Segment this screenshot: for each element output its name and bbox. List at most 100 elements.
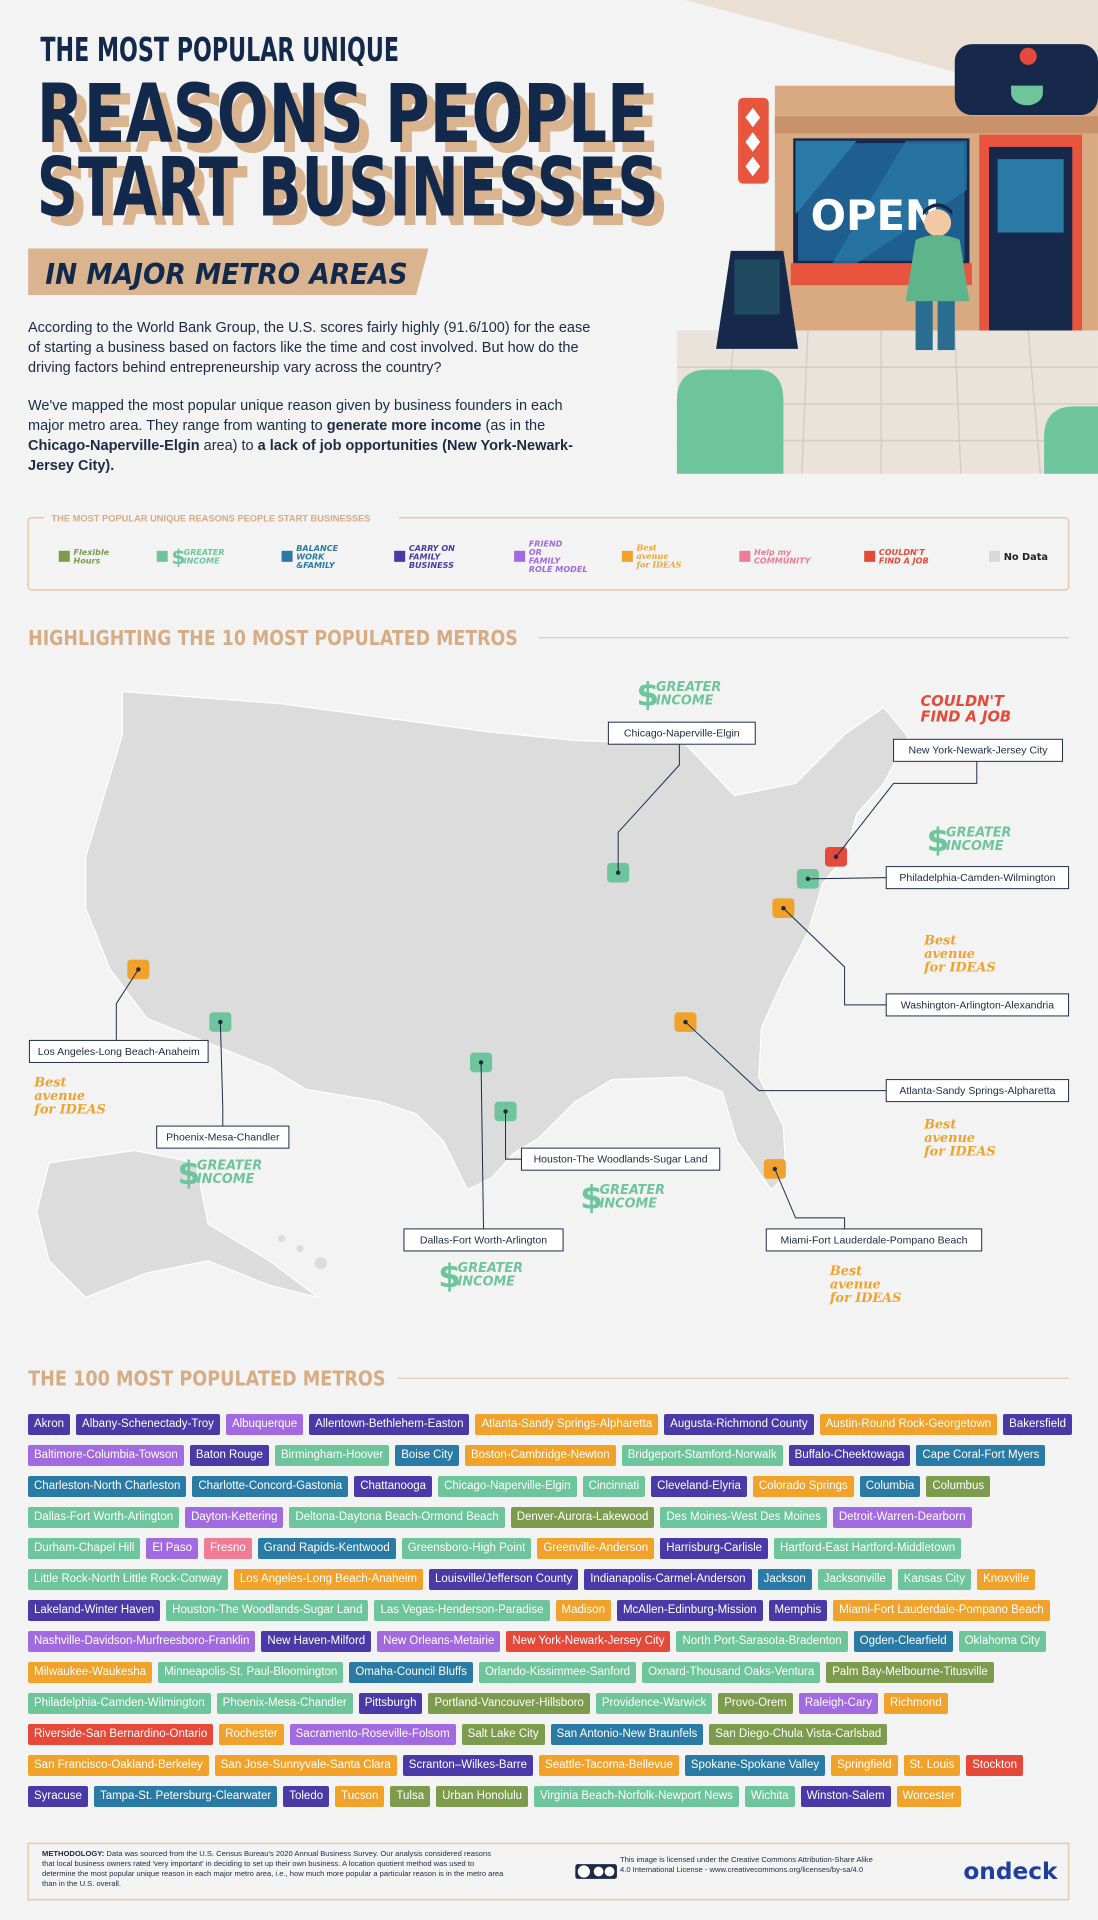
metro-tag: Chattanooga — [354, 1476, 433, 1497]
reason-text: FIND A JOB — [920, 709, 1011, 726]
cc-icon — [575, 1864, 617, 1879]
subtitle: IN MAJOR METRO AREAS — [45, 258, 407, 291]
leader-line — [505, 1111, 522, 1160]
reason-text: for IDEAS — [829, 1291, 902, 1306]
leader-line — [774, 1168, 846, 1229]
callout-box — [885, 866, 1070, 890]
title-line: START BUSINESSES — [37, 141, 659, 235]
shop-illustration: OPEN — [676, 44, 1098, 474]
metro-tag: Houston-The Woodlands-Sugar Land — [166, 1600, 369, 1621]
leader-line — [835, 761, 978, 858]
reason-symbol: $ — [438, 1257, 461, 1295]
intro-paragraph: We've mapped the most popular unique rea… — [28, 396, 598, 476]
reason-text: WORK — [296, 552, 325, 561]
metro-tag: Boise City — [395, 1445, 459, 1466]
reason-text: GREATER — [600, 1183, 665, 1198]
methodology: METHODOLOGY: Data was sourced from the U… — [42, 1849, 504, 1889]
reason-symbol: $ — [580, 1178, 603, 1216]
reason-text: FAMILY — [529, 557, 562, 566]
metro-tag: Deltona-Daytona Beach-Ormond Beach — [289, 1507, 505, 1528]
methodology-text: Data was sourced from the U.S. Census Bu… — [42, 1849, 504, 1888]
reason-text: GREATER — [656, 680, 721, 695]
metro-tag: Columbia — [859, 1476, 921, 1497]
metro-tag: Memphis — [768, 1600, 828, 1621]
callout-box — [607, 721, 756, 745]
metro-tag: Greenville-Anderson — [537, 1538, 655, 1559]
leader-line — [480, 1062, 485, 1229]
reason-text: &FAMILY — [296, 561, 336, 570]
legend-swatch — [394, 550, 406, 562]
metro-tag: Toledo — [283, 1786, 330, 1807]
leader-line — [219, 1022, 224, 1127]
callout-box — [765, 1228, 983, 1252]
metro-tag: Durham-Chapel Hill — [28, 1538, 141, 1559]
metro-tag: Raleigh-Cary — [798, 1693, 878, 1714]
metro-tag: Worcester — [896, 1786, 961, 1807]
metro-tag: Rochester — [219, 1724, 284, 1745]
metro-tag: San Jose-Sunnyvale-Santa Clara — [214, 1755, 397, 1776]
reason-text: Best — [923, 934, 956, 949]
metro-tag: San Francisco-Oakland-Berkeley — [28, 1755, 209, 1776]
metro-tag: San Diego-Chula Vista-Carlsbad — [709, 1724, 888, 1745]
reason-text: GREATER — [197, 1158, 262, 1173]
title-shadow: REASONS PEOPLE — [47, 78, 659, 172]
metro-tag: Philadelphia-Camden-Wilmington — [28, 1693, 211, 1714]
metro-tag: Omaha-Council Bluffs — [349, 1662, 473, 1683]
metro-tag: Baltimore-Columbia-Towson — [28, 1445, 184, 1466]
reason-text: FRIEND — [529, 540, 563, 549]
reason-text: for IDEAS — [923, 1144, 996, 1159]
metro-dot — [478, 1060, 484, 1065]
callout-metro: Chicago-Naperville-Elgin — [624, 728, 740, 740]
metro-tag: Provo-Orem — [718, 1693, 793, 1714]
metro-tag: Louisville/Jefferson County — [429, 1569, 579, 1590]
callout-box — [893, 738, 1063, 762]
legend-swatch — [156, 550, 168, 562]
metro-tag: Providence-Warwick — [595, 1693, 713, 1714]
metro-tag: New Haven-Milford — [261, 1631, 372, 1652]
callout-box — [403, 1228, 564, 1252]
metro-dot — [503, 1109, 508, 1114]
metro-dot — [833, 854, 839, 860]
legend-swatch — [621, 550, 633, 562]
reason-text: avenue — [830, 1278, 881, 1293]
callout-metro: Dallas-Fort Worth-Arlington — [420, 1234, 547, 1246]
metro-tag: Scranton–Wilkes-Barre — [402, 1755, 534, 1776]
metro-tag: Seattle-Tacoma-Bellevue — [539, 1755, 679, 1776]
reason-text: CARRY ON — [409, 544, 455, 553]
metro-tag: Charleston-North Charleston — [28, 1476, 187, 1497]
legend-title-bg — [44, 511, 400, 524]
reason-text: INCOME — [197, 1172, 255, 1187]
intro-paragraph: According to the World Bank Group, the U… — [28, 318, 598, 378]
metro-tag: Greensboro-High Point — [401, 1538, 532, 1559]
metro-tag: Little Rock-North Little Rock-Conway — [28, 1569, 228, 1590]
metro-tag: New York-Newark-Jersey City — [506, 1631, 671, 1652]
reason-symbol: $ — [927, 821, 950, 859]
metro-tag: San Antonio-New Braunfels — [550, 1724, 704, 1745]
metro-tag: Las Vegas-Henderson-Paradise — [374, 1600, 550, 1621]
reason-text: avenue — [34, 1089, 85, 1104]
reason-text: INCOME — [600, 1196, 658, 1211]
metro-tag: North Port-Sarasota-Bradenton — [676, 1631, 848, 1652]
metro-tag: Hartford-East Hartford-Middletown — [774, 1538, 962, 1559]
reason-text: BALANCE — [296, 544, 338, 553]
logo: ondeck — [963, 1858, 1058, 1885]
reason-text: Best — [829, 1264, 862, 1279]
metro-tag: Orlando-Kissimmee-Sanford — [478, 1662, 637, 1683]
metro-tag: Jackson — [757, 1569, 812, 1590]
reason-text: INCOME — [656, 693, 714, 708]
reason-text: FIND A JOB — [879, 557, 929, 566]
reason-text: GREATER — [458, 1261, 523, 1276]
metro-tag: Ogden-Clearfield — [853, 1631, 953, 1652]
metro-tag: Knoxville — [977, 1569, 1036, 1590]
